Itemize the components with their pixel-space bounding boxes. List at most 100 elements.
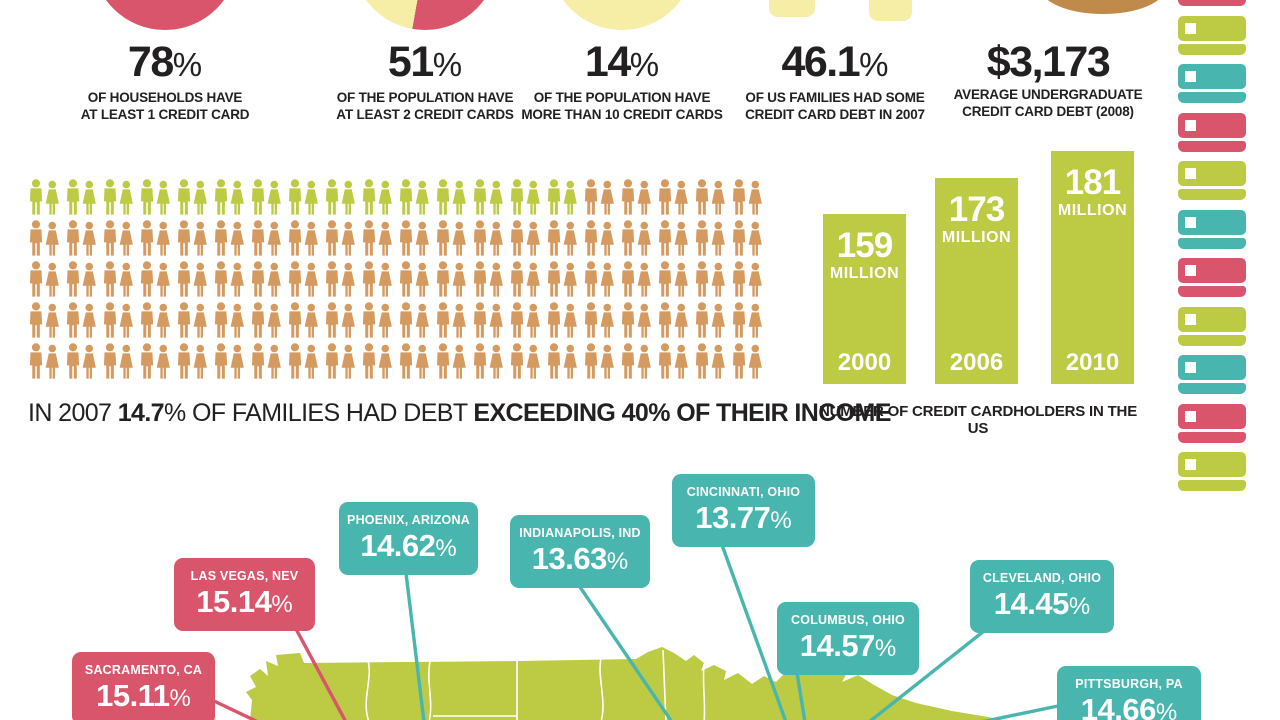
city-rate: 15.11%: [96, 678, 191, 713]
couple-icon: [103, 261, 133, 297]
couple-icon: [177, 302, 207, 338]
state-border: [428, 660, 432, 720]
couple-icon: [251, 261, 281, 297]
couple-icon: [510, 261, 540, 297]
city-name: PITTSBURGH, PA: [1075, 677, 1183, 691]
couple-icon: [251, 343, 281, 379]
credit-card-stripe: [1178, 480, 1246, 491]
couple-icon: [362, 302, 392, 338]
credit-card-body: [1178, 209, 1246, 235]
city-rate: 15.14%: [196, 584, 293, 619]
city-label-columbus: COLUMBUS, OHIO 14.57%: [777, 602, 919, 675]
caption-text: EXCEEDING 40% OF THEIR INCOME: [473, 399, 891, 427]
stat-description-line: OF THE POPULATION HAVE: [336, 90, 514, 105]
couple-icon: [103, 302, 133, 338]
couple-icon: [325, 220, 355, 256]
couple-icon: [658, 343, 688, 379]
credit-card-icon: [1178, 64, 1246, 103]
credit-card-chip: [1185, 119, 1196, 131]
credit-card-chip: [1185, 216, 1196, 228]
couple-icon: [103, 343, 133, 379]
couple-icon: [436, 302, 466, 338]
couple-icon: [325, 179, 355, 215]
city-label-sacramento: SACRAMENTO, CA 15.11%: [72, 652, 215, 720]
credit-card-stripe: [1178, 383, 1246, 394]
city-label-pittsburgh: PITTSBURGH, PA 14.66%: [1057, 666, 1201, 720]
stat-block: 78% OF HOUSEHOLDS HAVE AT LEAST 1 CREDIT C…: [50, 38, 280, 123]
credit-card-body: [1178, 403, 1246, 429]
city-rate: 14.62%: [360, 528, 457, 563]
couple-icon: [362, 220, 392, 256]
credit-card-chip: [1185, 265, 1196, 276]
couple-icon: [399, 343, 429, 379]
bar-2000: 159 MILLION 2000: [823, 214, 906, 384]
credit-card-body: [1178, 306, 1246, 332]
couple-icon: [29, 179, 59, 215]
stat-description-line: OF HOUSEHOLDS HAVE: [87, 90, 243, 105]
couple-icon: [288, 261, 318, 297]
credit-card-stripe: [1178, 237, 1246, 249]
couple-icon: [695, 343, 725, 379]
couple-icon: [66, 261, 96, 297]
couple-icon: [214, 179, 244, 215]
couple-icon: [214, 261, 244, 297]
couple-icon: [621, 261, 651, 297]
couple-icon: [547, 220, 577, 256]
couple-icon: [547, 343, 577, 379]
couple-icon: [473, 343, 503, 379]
couple-icon: [288, 179, 318, 215]
couple-icon: [621, 220, 651, 256]
couple-icon: [140, 179, 170, 215]
couple-icon: [29, 302, 59, 338]
couple-icon: [473, 220, 503, 256]
stat-description-line: OF US FAMILIES HAD SOME: [745, 90, 925, 105]
credit-card-icon: [1178, 452, 1246, 491]
bar-2010: 181 MILLION 2010: [1051, 151, 1134, 384]
bar-unit: MILLION: [941, 229, 1012, 246]
stat-block: 46.1% OF US FAMILIES HAD SOME CREDIT CARD …: [720, 38, 950, 123]
credit-card-icon: [1178, 15, 1246, 55]
city-rate: 14.45%: [993, 586, 1091, 621]
caption-text: 14.7: [117, 399, 165, 427]
couple-icon: [732, 302, 762, 338]
credit-card-body: [1178, 15, 1246, 41]
bar-unit: MILLION: [829, 265, 900, 282]
credit-card-icon: [1178, 355, 1246, 394]
couple-icon: [732, 220, 762, 256]
couple-icon: [473, 302, 503, 338]
couple-icon: [695, 302, 725, 338]
callout-line: [720, 544, 788, 720]
credit-card-chip: [1185, 168, 1196, 179]
stat-description-line: AT LEAST 2 CREDIT CARDS: [336, 107, 514, 122]
credit-card-stripe: [1178, 92, 1246, 103]
callout-line: [294, 628, 347, 720]
stat-block: 14% OF THE POPULATION HAVE MORE THAN 10 CR…: [507, 38, 737, 123]
couple-icon: [621, 343, 651, 379]
couple-icon: [436, 179, 466, 215]
couple-icon: [658, 220, 688, 256]
credit-card-stripe: [1178, 43, 1246, 55]
credit-card-icon: [1178, 161, 1246, 200]
city-name: SACRAMENTO, CA: [84, 663, 203, 677]
couple-icon: [695, 179, 725, 215]
couple-icon: [399, 302, 429, 338]
credit-card-chip: [1185, 362, 1196, 373]
credit-card-body: [1178, 64, 1246, 89]
callout-lines: [213, 544, 1059, 720]
credit-card-body: [1178, 355, 1246, 380]
couple-icon: [251, 179, 281, 215]
credit-card-body: [1178, 161, 1246, 186]
stat-value: 46.1%: [781, 38, 889, 86]
city-name: CINCINNATI, OHIO: [686, 485, 801, 499]
pictogram-caption: IN 2007 14.7% OF FAMILIES HAD DEBT EXCEE…: [28, 399, 891, 428]
couple-icon: [473, 179, 503, 215]
couple-icon: [214, 302, 244, 338]
couple-icon: [66, 220, 96, 256]
credit-card-stripe: [1178, 431, 1246, 443]
city-rate: 14.57%: [799, 628, 897, 663]
city-rate: 13.77%: [695, 500, 792, 535]
city-rate: 13.63%: [531, 541, 629, 576]
couple-icon: [362, 343, 392, 379]
families-pictogram: [29, 179, 762, 379]
couple-icon: [584, 302, 614, 338]
